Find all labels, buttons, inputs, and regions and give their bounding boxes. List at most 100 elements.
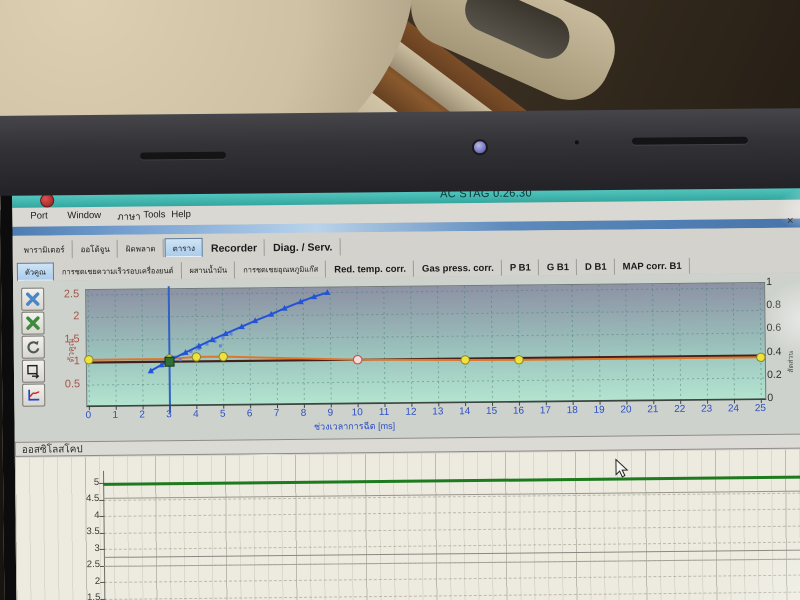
x-tick: 14 bbox=[459, 406, 471, 418]
signal-gray-1-line bbox=[103, 490, 800, 500]
tab-main-3[interactable]: ตาราง bbox=[164, 237, 204, 258]
tab-main-1[interactable]: ออโต้จูน bbox=[73, 239, 118, 259]
tab-map-1[interactable]: การชดเชยความเร็วรอบเครื่องยนต์ bbox=[54, 262, 182, 281]
y-tick-left: 1 bbox=[73, 355, 80, 368]
tab-main-5[interactable]: Diag. / Serv. bbox=[265, 238, 341, 257]
osc-y-tick-label: 3 bbox=[94, 542, 100, 554]
select-range-icon bbox=[27, 364, 40, 379]
x-tick: 12 bbox=[405, 406, 417, 418]
refresh-button[interactable] bbox=[21, 335, 45, 359]
signal-gray-3-line bbox=[103, 557, 800, 567]
clear-blue-button[interactable] bbox=[21, 287, 45, 311]
refresh-icon bbox=[27, 340, 40, 354]
x-tick: 18 bbox=[566, 404, 578, 417]
y-tick-right: 0.6 bbox=[766, 322, 782, 335]
menu-window[interactable]: Window bbox=[67, 209, 102, 222]
y-tick-right: 0.4 bbox=[766, 345, 782, 358]
osc-tick bbox=[99, 548, 105, 550]
multiplier-map-chart[interactable] bbox=[84, 281, 767, 467]
clear-green-x-icon bbox=[26, 316, 40, 330]
x-tick: 19 bbox=[593, 404, 605, 416]
x-tick: 20 bbox=[620, 404, 632, 416]
osc-y-tick-label: 2 bbox=[94, 575, 101, 587]
bezel-slot-left bbox=[139, 151, 227, 160]
close-icon[interactable]: ✕ bbox=[786, 215, 795, 226]
tab-map-6[interactable]: P B1 bbox=[502, 259, 539, 276]
map-panel: ตัวคูณ สัดส่วน 2.5 2 1.5 1 0.5 1 0.8 0.6 0.4 0.2… bbox=[13, 272, 800, 467]
osc-gridline bbox=[104, 574, 800, 583]
y-tick-left: 2 bbox=[73, 310, 80, 323]
select-range-button[interactable] bbox=[21, 359, 46, 383]
signal-green-line bbox=[103, 475, 800, 486]
x-tick: 2 bbox=[139, 409, 146, 421]
x-tick: 6 bbox=[246, 408, 253, 420]
osc-tick bbox=[99, 515, 105, 517]
osc-y-tick-label: 2.5 bbox=[86, 558, 101, 571]
tab-map-2[interactable]: ผสานน้ำมัน bbox=[182, 261, 236, 280]
tab-map-7[interactable]: G B1 bbox=[539, 258, 578, 276]
osc-y-tick-label: 4 bbox=[94, 509, 100, 521]
x-tick: 11 bbox=[378, 406, 390, 419]
osc-gridline bbox=[103, 524, 800, 534]
osc-gridline bbox=[103, 508, 800, 517]
x-tick: 1 bbox=[112, 409, 119, 421]
tab-map-5[interactable]: Gas press. corr. bbox=[414, 259, 502, 277]
multiplier-map-svg bbox=[84, 283, 766, 414]
x-tick: 21 bbox=[647, 404, 659, 416]
osc-tick bbox=[100, 581, 106, 583]
x-tick: 15 bbox=[485, 405, 498, 417]
laptop-screen: AC STAG 0.26.30 Port Window ภาษา Tools Help … bbox=[0, 175, 800, 600]
x-tick: 23 bbox=[701, 403, 713, 415]
menu-port[interactable]: Port bbox=[30, 210, 48, 222]
menu-language[interactable]: ภาษา bbox=[117, 211, 141, 223]
microphone-dot bbox=[574, 140, 579, 145]
x-tick: 17 bbox=[539, 405, 551, 417]
y-tick-right: 0.8 bbox=[766, 299, 781, 312]
x-tick: 7 bbox=[273, 408, 280, 420]
laptop-bezel bbox=[0, 108, 800, 196]
y-tick-left: 0.5 bbox=[64, 378, 81, 391]
tab-map-9[interactable]: MAP corr. B1 bbox=[615, 257, 690, 275]
bezel-slot-right bbox=[631, 136, 748, 145]
clear-green-button[interactable] bbox=[21, 311, 45, 335]
tab-map-4[interactable]: Red. temp. corr. bbox=[327, 260, 415, 278]
tab-map-8[interactable]: D B1 bbox=[577, 258, 615, 275]
chart-view-button[interactable] bbox=[22, 383, 46, 407]
x-tick: 10 bbox=[351, 407, 363, 419]
mouse-cursor bbox=[615, 458, 629, 478]
osc-y-tick-label: 3.5 bbox=[86, 525, 100, 538]
x-tick: 8 bbox=[300, 407, 307, 419]
y-tick-right: 0.2 bbox=[766, 368, 782, 381]
x-tick: 13 bbox=[432, 406, 444, 418]
x-tick: 3 bbox=[166, 409, 172, 421]
osc-gridline bbox=[104, 590, 800, 600]
x-tick: 16 bbox=[512, 405, 525, 417]
chart-icon bbox=[28, 389, 40, 401]
clear-blue-x-icon bbox=[25, 292, 40, 306]
y-tick-left: 1.5 bbox=[64, 333, 80, 346]
oscilloscope-title: ออสซิโลสโคป bbox=[21, 444, 83, 456]
webcam bbox=[471, 139, 489, 156]
y-tick-left: 2.5 bbox=[63, 288, 80, 301]
signal-gray-2-line bbox=[103, 549, 800, 559]
app-icon bbox=[40, 193, 55, 208]
osc-y-tick-label: 5 bbox=[93, 476, 100, 488]
osc-tick bbox=[99, 532, 105, 534]
x-tick: 9 bbox=[327, 407, 334, 419]
tab-main-0[interactable]: พารามิเตอร์ bbox=[16, 240, 73, 259]
menu-help[interactable]: Help bbox=[171, 209, 191, 221]
oscilloscope-plot: 5 4.5 4 3.5 3 2.5 2 1.5 bbox=[14, 449, 800, 600]
oscilloscope-y-axis bbox=[103, 470, 106, 600]
tab-main-2[interactable]: ผิดพลาด bbox=[118, 239, 164, 258]
x-tick: 25 bbox=[754, 402, 767, 415]
osc-gridline bbox=[103, 541, 800, 550]
x-tick: 0 bbox=[85, 410, 92, 422]
y-tick-right: 1 bbox=[766, 275, 772, 288]
tab-map-3[interactable]: การชดเชยอุณหภูมิแก๊ส bbox=[236, 260, 327, 279]
tab-map-0[interactable]: ตัวคูณ bbox=[16, 262, 55, 281]
osc-tick bbox=[99, 499, 105, 501]
x-tick: 24 bbox=[727, 403, 740, 415]
menu-tools[interactable]: Tools bbox=[143, 209, 166, 221]
tab-main-4[interactable]: Recorder bbox=[203, 239, 266, 257]
